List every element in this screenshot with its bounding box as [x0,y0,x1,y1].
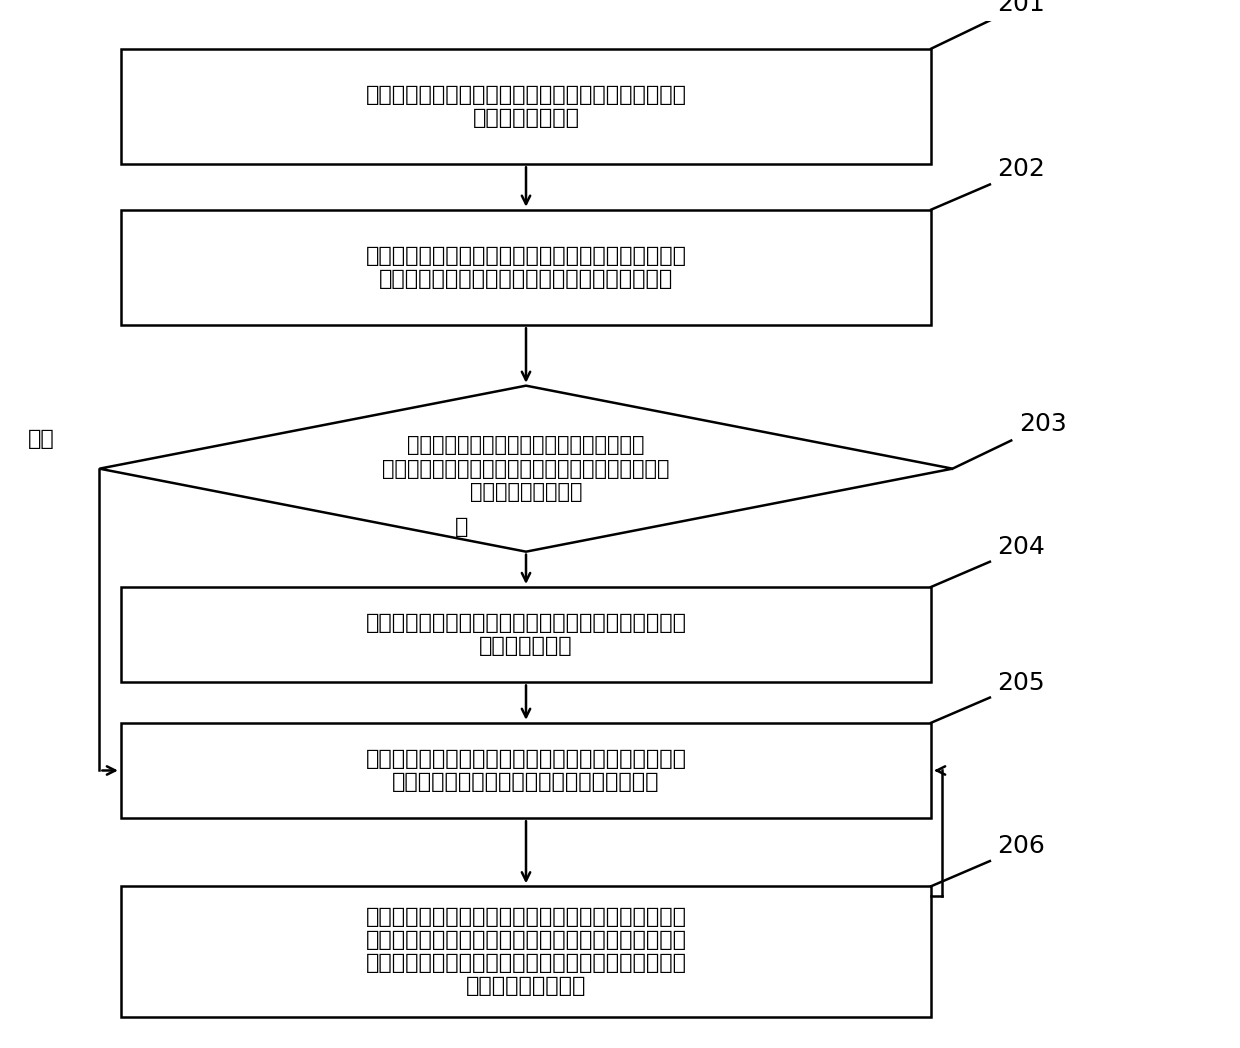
Text: 当在第一预置时长内还未检测到主波束方向上所述频谱
所在信道可占用时，设备在其他波束方向上采用所述完
整的信道检测过程，确定所述其他波束方向上所述频谱
所在信道是: 当在第一预置时长内还未检测到主波束方向上所述频谱 所在信道可占用时，设备在其他波… [366,907,687,997]
Bar [120,587,931,682]
Text: 203: 203 [1019,413,1066,436]
Bar [120,887,931,1017]
Text: 202: 202 [997,157,1045,181]
Text: 当设备需要占用频谱所在信道进行数据发送时，所述设
备确定一个主波束: 当设备需要占用频谱所在信道进行数据发送时，所述设 备确定一个主波束 [366,85,687,128]
Text: 有: 有 [455,517,469,537]
Text: 在所述主波束方向上所述频谱所在信道的最大信道占用
时间内发送数据: 在所述主波束方向上所述频谱所在信道的最大信道占用 时间内发送数据 [366,613,687,656]
Text: 201: 201 [997,0,1045,17]
Polygon shape [99,386,952,551]
Bar [120,210,931,325]
Text: 设备在所述主波束方向上采用完整的信道检测过程，确
定所述主波束方向上所述频谱所在信道是否可占用: 设备在所述主波束方向上采用完整的信道检测过程，确 定所述主波束方向上所述频谱所在… [366,246,687,289]
Text: 当确定所述主波束方向上所述频谱所在信道
可占用后，确定所述主波束方向上所述频谱所在信道
是否有数据需要发送: 当确定所述主波束方向上所述频谱所在信道 可占用后，确定所述主波束方向上所述频谱所… [382,436,670,502]
Text: 206: 206 [997,834,1045,858]
Text: 没有: 没有 [27,429,55,449]
Text: 204: 204 [997,534,1045,559]
Bar [120,723,931,818]
Text: 在其他波束方向上采用简化的信道检测过程，确定所述
其他波束方向上所述频谱所在信道是否可占用: 在其他波束方向上采用简化的信道检测过程，确定所述 其他波束方向上所述频谱所在信道… [366,749,687,792]
Bar [120,48,931,165]
Text: 205: 205 [997,671,1045,695]
